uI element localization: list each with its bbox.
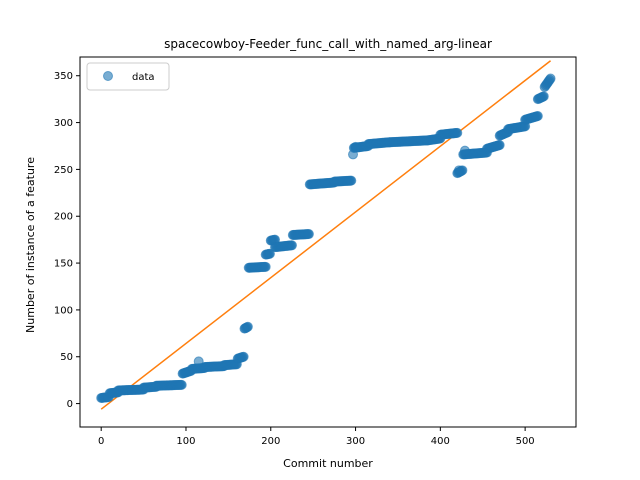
data-points-layer [96,73,556,403]
x-tick-label: 100 [176,436,195,447]
data-point [264,248,275,259]
y-tick-label: 100 [54,305,73,316]
data-point [193,356,204,367]
data-point [350,141,361,152]
legend-box [86,62,170,91]
axes-frame [79,56,577,428]
axes: 0 100 200 300 400 500 0 50 100 150 200 250 300 350 [54,56,577,447]
data-point [532,111,543,122]
fit-line-layer [100,60,552,410]
data-point [538,91,549,102]
data-point [286,240,297,251]
legend-label: data [132,72,155,83]
x-tick-label: 300 [346,436,365,447]
data-point [303,229,314,240]
legend: data [86,62,170,91]
x-tick-label: 200 [261,436,280,447]
y-tick-label: 350 [54,71,73,82]
x-tick-label: 500 [516,436,535,447]
y-tick-label: 250 [54,165,73,176]
data-point [459,145,470,156]
chart-title: spacecowboy-Feeder_func_call_with_named_… [164,37,492,51]
data-point [242,321,253,332]
y-axis-label: Number of instance of a feature [24,157,37,333]
fit-line [100,60,552,410]
y-tick-label: 150 [54,259,73,270]
data-point [346,175,357,186]
data-point [238,351,249,362]
y-tick-label: 300 [54,118,73,129]
legend-marker [103,71,113,81]
x-tick-label: 0 [98,436,104,447]
data-point [260,261,271,272]
data-point [545,73,556,84]
data-point [176,379,187,390]
data-point [452,127,463,138]
data-point [453,165,464,176]
x-tick-label: 400 [431,436,450,447]
data-point [494,140,505,151]
y-tick-label: 200 [54,212,73,223]
y-tick-label: 0 [67,399,73,410]
y-tick-label: 50 [60,352,73,363]
x-axis-label: Commit number [283,457,373,470]
